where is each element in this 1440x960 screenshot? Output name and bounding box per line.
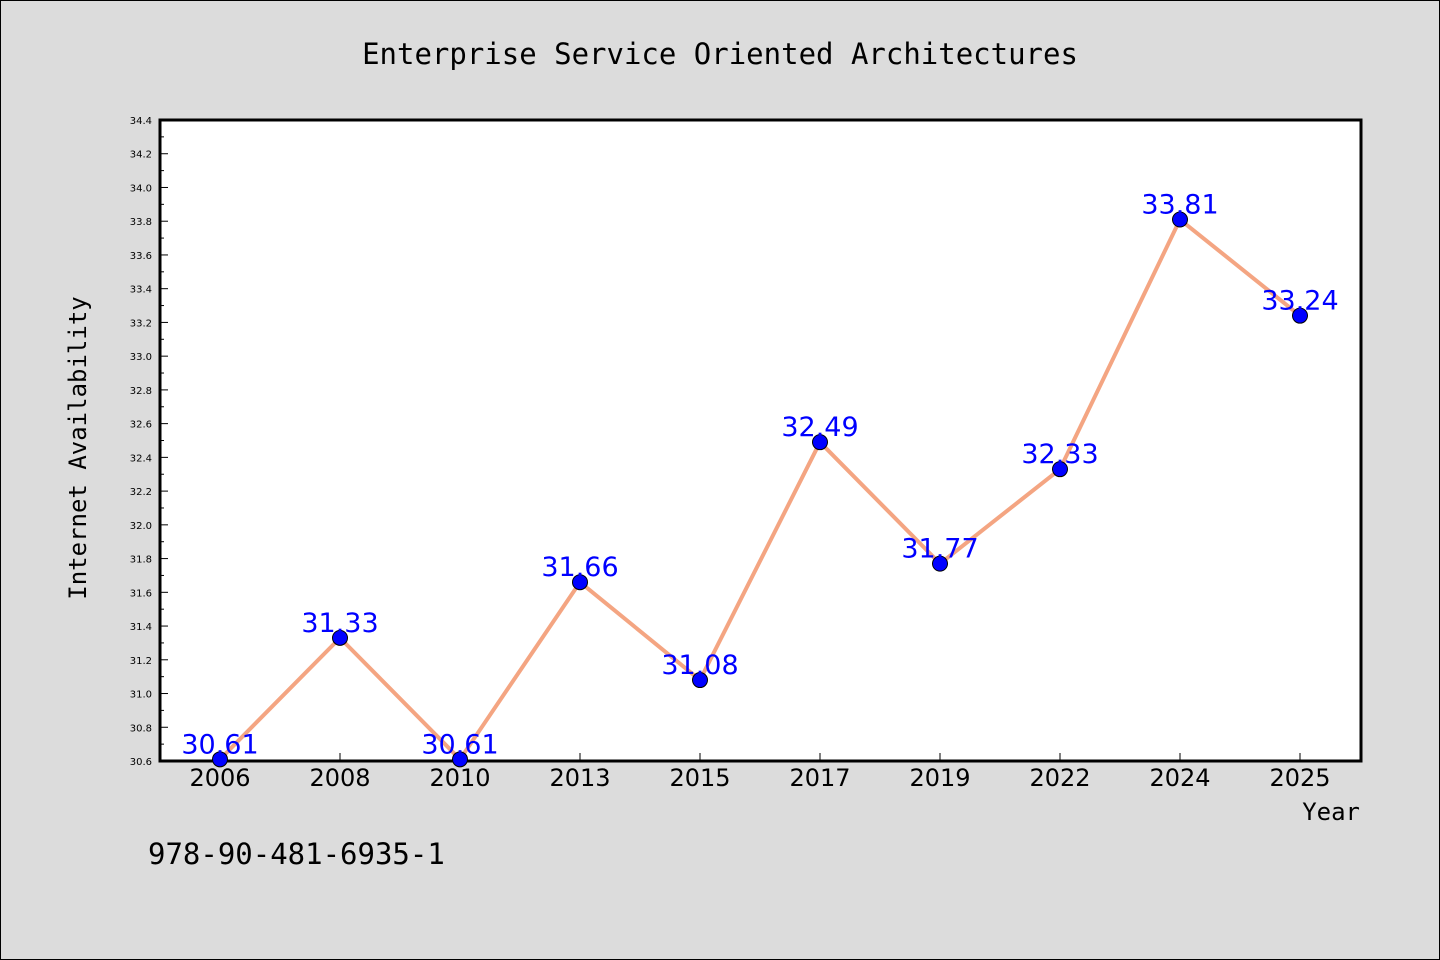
x-tick-label: 2006 — [189, 764, 250, 792]
data-label: 33.81 — [1141, 190, 1218, 221]
x-axis-ticks: 2006 2008 2010 2013 2015 2017 2019 2022 2024 2025 — [189, 753, 1331, 792]
data-label: 31.33 — [301, 608, 378, 639]
isbn-annotation: 978-90-481-6935-1 — [148, 837, 445, 871]
y-tick-label: 32.2 — [130, 487, 152, 498]
y-tick-label: 31.6 — [130, 588, 152, 599]
series-line — [218, 217, 1302, 762]
data-point — [452, 751, 468, 768]
data-point — [1172, 211, 1188, 228]
y-tick-label: 32.0 — [130, 521, 152, 532]
data-label: 31.08 — [661, 650, 738, 681]
data-label: 30.61 — [181, 729, 258, 760]
data-point — [692, 672, 708, 689]
x-tick-label: 2025 — [1269, 764, 1330, 792]
y-tick-label: 30.8 — [130, 723, 152, 734]
y-tick-label: 32.4 — [130, 453, 152, 464]
data-label: 32.33 — [1021, 439, 1098, 470]
y-axis-ticks: 30.6 30.8 31.0 31.2 31.4 31.6 31.8 32.0 32.2 32.4… — [130, 116, 168, 768]
y-tick-label: 33.6 — [130, 251, 152, 262]
y-tick-label: 34.2 — [130, 150, 152, 161]
data-point — [1292, 307, 1308, 324]
data-label: 31.77 — [901, 534, 978, 565]
x-tick-label: 2022 — [1029, 764, 1090, 792]
data-label: 33.24 — [1261, 286, 1338, 317]
y-tick-label: 33.8 — [130, 217, 152, 228]
data-point — [212, 751, 228, 768]
y-tick-label: 31.2 — [130, 656, 152, 667]
chart-title: Enterprise Service Oriented Architecture… — [362, 37, 1078, 71]
x-tick-label: 2017 — [789, 764, 850, 792]
x-tick-label: 2013 — [549, 764, 610, 792]
data-point — [1052, 461, 1068, 478]
x-tick-label: 2024 — [1149, 764, 1210, 792]
y-tick-label: 34.4 — [130, 116, 152, 127]
x-tick-label: 2008 — [309, 764, 370, 792]
data-point — [572, 574, 588, 591]
x-tick-label: 2010 — [429, 764, 490, 792]
y-tick-label: 31.0 — [130, 690, 152, 701]
y-tick-label: 33.2 — [130, 318, 152, 329]
y-tick-label: 33.0 — [130, 352, 152, 363]
x-tick-label: 2015 — [669, 764, 730, 792]
y-tick-label: 32.8 — [130, 386, 152, 397]
data-label: 30.61 — [421, 729, 498, 760]
y-tick-label: 33.4 — [130, 285, 152, 296]
y-tick-label: 31.4 — [130, 622, 152, 633]
data-point — [932, 555, 948, 572]
y-tick-label: 34.0 — [130, 183, 152, 194]
x-tick-label: 2019 — [909, 764, 970, 792]
x-axis-label: Year — [1302, 798, 1360, 826]
y-tick-label: 32.6 — [130, 420, 152, 431]
y-tick-label: 31.8 — [130, 555, 152, 566]
data-label: 32.49 — [781, 412, 858, 443]
data-label: 31.66 — [541, 552, 618, 583]
plot-area — [158, 118, 1363, 763]
y-axis-label: Internet Availability — [64, 296, 92, 599]
y-tick-label: 30.6 — [130, 757, 152, 768]
series-group: 30.61 31.33 30.61 31.66 31.08 32.49 31.77 32.33… — [181, 190, 1339, 768]
data-point — [332, 629, 348, 646]
data-point — [812, 434, 828, 451]
